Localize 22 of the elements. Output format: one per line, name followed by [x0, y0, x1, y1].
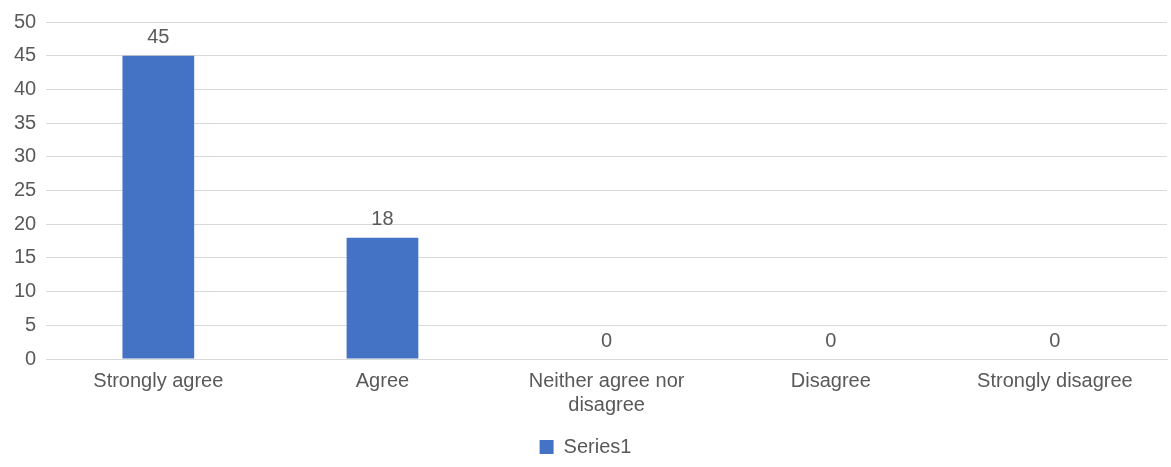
x-tick-label: Disagree	[790, 368, 871, 391]
data-label: 0	[601, 328, 613, 351]
y-tick-label: 10	[14, 279, 37, 302]
x-tick-label: Strongly agree	[93, 368, 224, 391]
data-label: 0	[1049, 328, 1061, 351]
y-tick-label: 20	[14, 211, 37, 234]
x-tick-label: Agree	[355, 368, 410, 391]
y-tick-label: 30	[14, 144, 37, 167]
data-label: 0	[825, 328, 837, 351]
x-tick-label: Neither agree nor disagree	[528, 368, 685, 415]
y-tick-label: 50	[14, 9, 37, 32]
data-label: 18	[371, 207, 394, 230]
y-tick-label: 5	[25, 312, 37, 335]
y-tick-label: 15	[14, 245, 37, 268]
y-tick-label: 0	[25, 346, 37, 369]
data-label: 45	[147, 25, 170, 48]
y-tick-label: 25	[14, 178, 37, 201]
x-tick-label: Strongly disagree	[977, 368, 1133, 391]
y-tick-label: 45	[14, 43, 37, 66]
y-tick-label: 35	[14, 110, 37, 133]
legend-label: Series1	[563, 434, 632, 457]
y-tick-label: 40	[14, 76, 37, 99]
